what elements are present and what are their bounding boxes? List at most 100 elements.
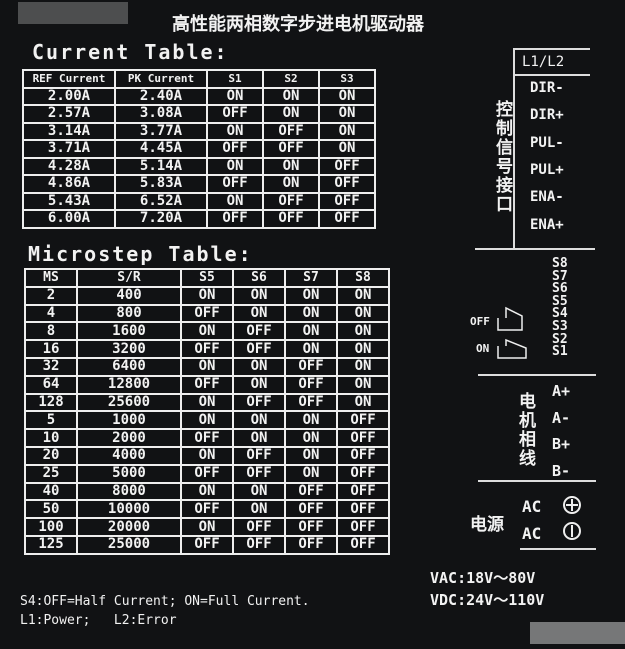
- cell: OFF: [206, 139, 264, 159]
- header-cell: S8: [336, 268, 390, 288]
- cell: ON: [318, 104, 376, 124]
- cell: ON: [206, 121, 264, 141]
- header-row: MS S/R S5 S6 S7 S8: [24, 268, 390, 288]
- cell: 2000: [76, 428, 182, 448]
- row: 20 4000 ON OFF ON OFF: [24, 445, 390, 466]
- cell: 5: [24, 410, 78, 431]
- cell: 6400: [76, 356, 182, 377]
- cell: ON: [284, 428, 338, 448]
- signal: ENA-: [530, 189, 564, 206]
- cell: OFF: [262, 139, 320, 159]
- cell: 2.40A: [114, 86, 208, 106]
- cell: 10000: [76, 499, 182, 520]
- cell: 20000: [76, 517, 182, 537]
- rule: [478, 374, 596, 376]
- cell: OFF: [232, 321, 286, 342]
- cell: ON: [336, 285, 390, 306]
- cell: 16: [24, 339, 78, 359]
- motor-pin: A-: [552, 408, 571, 427]
- cell: 12800: [76, 374, 182, 395]
- row: 2 400 ON ON ON ON: [24, 285, 390, 306]
- cell: ON: [336, 303, 390, 324]
- cell: 8: [24, 321, 78, 342]
- switch-label: S1: [552, 344, 568, 360]
- cell: 20: [24, 445, 78, 466]
- cell: OFF: [262, 209, 320, 229]
- cell: ON: [262, 156, 320, 176]
- cell: OFF: [336, 445, 390, 466]
- cell: 4.28A: [22, 156, 116, 176]
- power-label: 电源: [470, 515, 504, 535]
- row: 125 25000 OFF OFF OFF OFF: [24, 534, 390, 555]
- cell: OFF: [336, 481, 390, 502]
- switch-label: S7: [552, 268, 568, 284]
- voltage: VAC:18V～80V: [430, 569, 536, 587]
- row: 4.28A 5.14A ON ON OFF: [22, 156, 376, 176]
- cell: ON: [180, 392, 234, 413]
- row: 50 10000 OFF ON OFF OFF: [24, 499, 390, 520]
- cell: ON: [232, 499, 286, 520]
- switch-label: S6: [552, 281, 568, 297]
- cell: 4: [24, 303, 78, 324]
- cell: ON: [180, 285, 234, 306]
- cell: 3.77A: [114, 121, 208, 141]
- header-cell: S2: [262, 69, 320, 89]
- row: 32 6400 ON ON OFF ON: [24, 356, 390, 377]
- cell: OFF: [318, 209, 376, 229]
- cell: OFF: [284, 499, 338, 520]
- cell: 5000: [76, 463, 182, 484]
- cell: ON: [180, 481, 234, 502]
- row: 5 1000 ON ON ON OFF: [24, 410, 390, 431]
- cell: ON: [232, 285, 286, 306]
- cell: OFF: [232, 445, 286, 466]
- cell: 10: [24, 428, 78, 448]
- cell: ON: [284, 410, 338, 431]
- cell: OFF: [284, 517, 338, 537]
- cell: ON: [180, 321, 234, 342]
- header-cell: S/R: [76, 268, 182, 288]
- header-title: 高性能两相数字步进电机驱动器: [172, 14, 424, 35]
- note: S4:OFF=Half Current; ON=Full Current.: [20, 594, 310, 609]
- cell: OFF: [336, 534, 390, 555]
- cell: 800: [76, 303, 182, 324]
- cell: ON: [232, 303, 286, 324]
- signal-label: 控制信号接口: [492, 100, 512, 214]
- switch-label: S8: [552, 256, 568, 271]
- row: 40 8000 ON ON OFF OFF: [24, 481, 390, 502]
- cell: ON: [284, 339, 338, 359]
- switch-on: ON: [476, 342, 490, 355]
- signal: PUL-: [530, 134, 564, 151]
- row: 2.00A 2.40A ON ON ON: [22, 86, 376, 106]
- cell: ON: [336, 392, 390, 413]
- cell: ON: [262, 86, 320, 106]
- cell: OFF: [318, 191, 376, 211]
- motor-pin: B+: [552, 435, 571, 453]
- cell: OFF: [284, 481, 338, 502]
- current-table: REF Current PK Current S1 S2 S3 2.00A 2.40A ON O…: [22, 69, 376, 229]
- switch-icons: [497, 306, 527, 359]
- cell: ON: [336, 374, 390, 395]
- cell: 4.86A: [22, 174, 116, 194]
- cell: 8000: [76, 481, 182, 502]
- cell: 2: [24, 285, 78, 306]
- header-cell: REF Current: [22, 69, 116, 89]
- cell: 6.52A: [114, 191, 208, 211]
- cell: ON: [284, 463, 338, 484]
- mosaic: [18, 2, 128, 24]
- switch-label: S4: [552, 306, 568, 322]
- cell: 4000: [76, 445, 182, 466]
- row: 3.71A 4.45A OFF OFF ON: [22, 139, 376, 159]
- cell: 3.71A: [22, 139, 116, 159]
- cell: 32: [24, 356, 78, 377]
- motor-pin: B-: [552, 461, 571, 480]
- cell: OFF: [232, 534, 286, 555]
- cell: 3.14A: [22, 121, 116, 141]
- row: 4.86A 5.83A OFF ON OFF: [22, 174, 376, 194]
- power-pin: AC: [522, 524, 542, 543]
- cell: OFF: [284, 534, 338, 555]
- header-cell: PK Current: [114, 69, 208, 89]
- row: 4 800 OFF ON ON ON: [24, 303, 390, 324]
- row: 10 2000 OFF ON ON OFF: [24, 428, 390, 448]
- header-cell: S6: [232, 268, 286, 288]
